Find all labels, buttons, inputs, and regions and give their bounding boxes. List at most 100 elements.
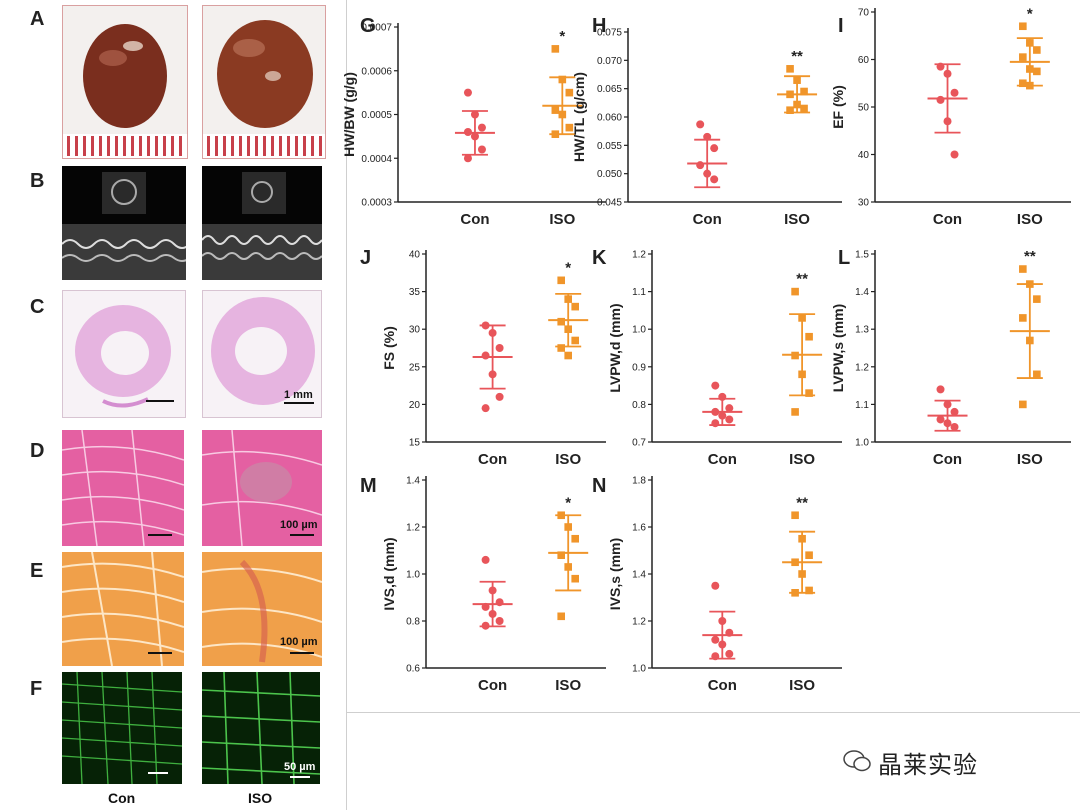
data-point-i-con-3 [936,95,945,104]
data-point-i-iso-6 [1019,79,1027,88]
x-tick-label-g-0: Con [460,211,489,228]
data-point-i-con-4 [943,117,952,126]
chart-m: M 0.6 0.8 1.0 1.2 1.4 IVS,d (mm) Con ISO * [360,475,606,694]
data-point-j-con-5 [495,392,504,401]
data-point-h-con-5 [710,175,719,184]
data-point-j-con-6 [481,404,490,413]
data-point-n-con-0 [711,581,720,590]
data-point-m-con-6 [481,621,490,630]
data-point-m-iso-6 [557,612,565,621]
data-point-m-con-3 [481,602,490,611]
y-axis-label-l: LVPW,s (mm) [830,304,846,392]
data-point-l-iso-0 [1019,265,1027,273]
scale-label-f: 50 µm [284,761,316,773]
section-iso-image [202,290,322,418]
data-point-g-con-5 [477,145,486,154]
data-point-g-con-0 [463,88,472,97]
scale-label-c: 1 mm [284,389,313,401]
y-tick-label-m-0: 0.6 [406,664,420,675]
y-tick-label-g-0: 0.0003 [361,198,392,209]
data-point-l-iso-6 [1019,400,1027,409]
x-tick-label-j-0: Con [478,451,507,468]
data-point-i-iso-7 [1026,81,1034,90]
y-axis-label-g: HW/BW (g/g) [341,72,357,157]
data-point-n-con-4 [718,640,727,649]
data-point-n-con-5 [725,649,734,658]
heart-con-image [62,5,188,159]
significance-k: ** [796,271,808,288]
y-tick-label-j-4: 35 [409,287,421,298]
data-point-g-con-4 [470,132,479,141]
data-point-m-con-1 [488,586,497,595]
y-tick-label-i-3: 60 [858,55,870,66]
y-tick-label-j-3: 30 [409,325,421,336]
column-divider [346,0,347,810]
data-point-n-iso-5 [805,586,813,595]
y-axis-label-j: FS (%) [381,326,397,370]
he-con-image [62,430,184,546]
data-point-k-con-0 [711,381,720,390]
data-point-i-iso-3 [1019,53,1027,61]
data-point-j-iso-1 [564,295,572,303]
data-point-m-con-2 [495,598,504,607]
chart-l: L 1.0 1.1 1.2 1.3 1.4 1.5 LVPW,s (mm) Con ISO ** [830,247,1071,468]
scale-label-e: 100 µm [280,636,318,648]
y-tick-label-l-4: 1.4 [855,287,869,298]
echo-con-image [62,166,186,280]
y-tick-label-i-0: 30 [858,198,870,209]
x-tick-label-k-0: Con [708,451,737,468]
y-tick-label-m-2: 1.0 [406,570,420,581]
data-point-n-iso-2 [805,551,813,559]
y-tick-label-i-2: 50 [858,103,870,114]
scale-bar-f-iso [290,776,310,778]
data-point-k-iso-6 [791,408,799,416]
chart-j: J 15 20 25 30 35 40 FS (%) Con ISO * [360,247,606,468]
wga-con-image [62,672,182,784]
data-point-m-iso-3 [557,551,565,559]
panel-letter-j: J [360,247,371,269]
data-point-n-iso-4 [798,570,806,578]
y-tick-label-k-0: 0.7 [632,438,646,449]
y-tick-label-k-3: 1.0 [632,325,646,336]
data-point-g-iso-4 [558,110,567,119]
x-tick-label-j-1: ISO [555,451,581,468]
data-point-g-iso-2 [565,88,574,97]
y-tick-label-i-4: 70 [858,8,870,19]
y-tick-label-n-1: 1.2 [632,617,646,628]
y-tick-label-h-3: 0.060 [597,113,622,124]
data-point-j-con-2 [495,344,504,352]
y-tick-label-l-3: 1.3 [855,325,869,336]
significance-l: ** [1024,248,1036,265]
x-tick-label-g-1: ISO [549,211,575,228]
data-point-j-con-1 [488,328,497,337]
data-point-j-iso-6 [557,344,565,352]
panel-letter-n: N [592,475,606,497]
data-point-h-iso-1 [793,76,801,84]
data-point-m-iso-0 [557,511,565,520]
data-point-g-con-1 [470,110,479,119]
chart-n: N 1.0 1.2 1.4 1.6 1.8 IVS,s (mm) Con ISO ** [592,475,842,694]
data-point-g-con-6 [463,154,472,163]
x-tick-label-h-0: Con [693,211,722,228]
y-axis-label-i: EF (%) [830,85,846,129]
wga-iso-image [202,672,320,784]
echo-iso-image [202,166,322,280]
chart-h: H 0.045 0.050 0.055 0.060 0.065 0.070 0.075 HW/T… [571,15,842,228]
data-point-l-con-3 [936,415,945,424]
y-axis-label-m: IVS,d (mm) [381,537,397,610]
data-point-k-con-2 [725,404,734,413]
y-tick-label-l-0: 1.0 [855,438,869,449]
data-point-j-iso-2 [571,302,579,311]
x-tick-label-k-1: ISO [789,451,815,468]
data-point-j-iso-7 [564,351,572,360]
data-point-g-iso-0 [551,45,560,53]
wechat-icon [843,750,871,772]
y-tick-label-h-2: 0.055 [597,141,622,152]
x-tick-label-h-1: ISO [784,211,810,228]
panel-letter-l: L [838,247,850,269]
panel-letter-h: H [592,15,606,37]
data-point-n-con-2 [725,628,734,637]
data-point-h-iso-6 [786,106,794,114]
y-tick-label-l-2: 1.2 [855,362,869,373]
panel-letter-i: I [838,15,844,37]
